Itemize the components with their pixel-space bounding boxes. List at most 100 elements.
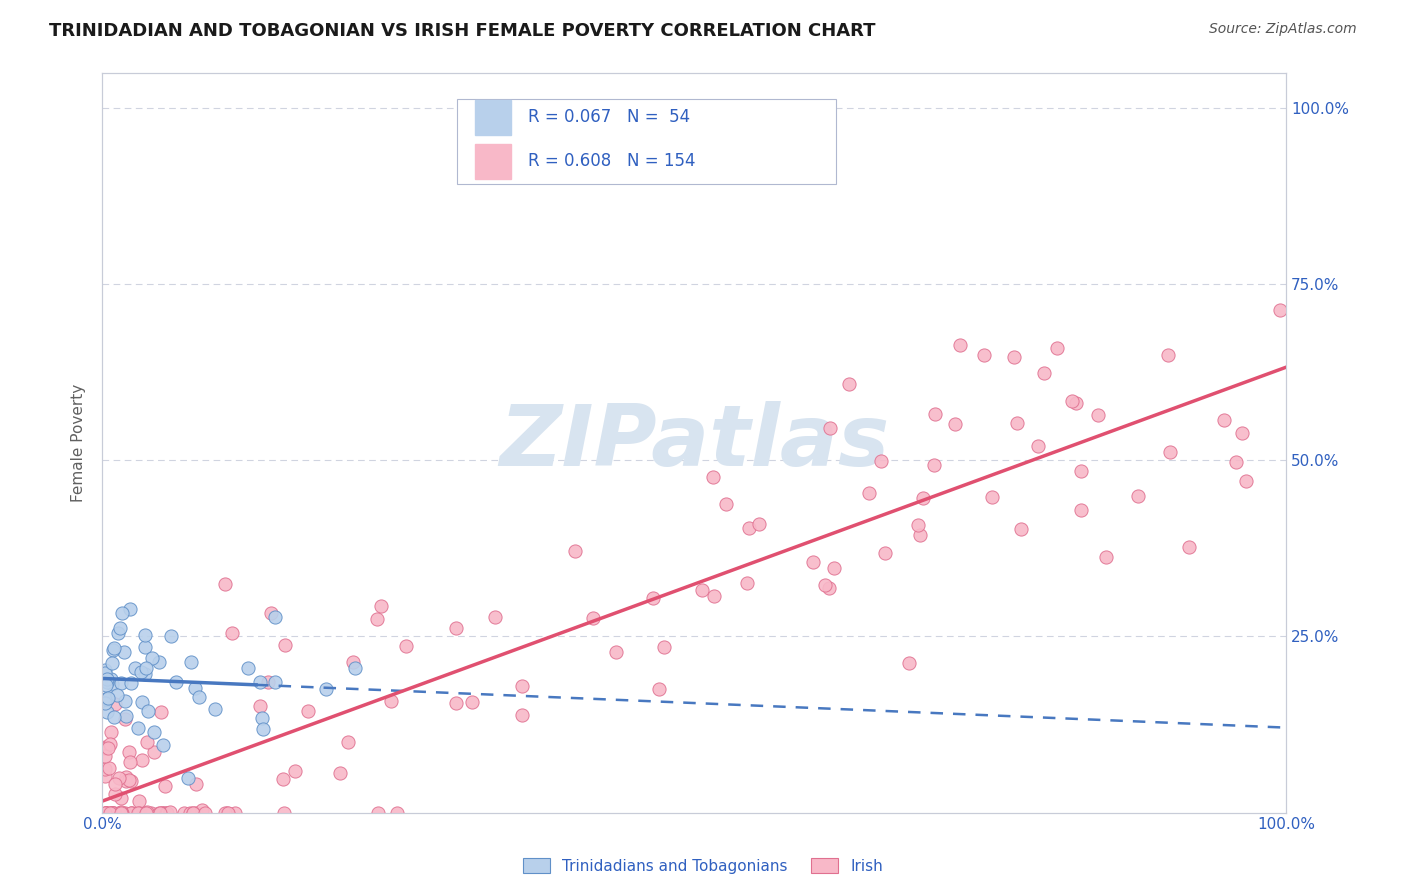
Point [647, 681, 669, 696]
Point [94, 805, 117, 820]
Point [139, 805, 162, 820]
Point [184, 681, 207, 696]
Point [820, 421, 842, 435]
Point [1002, 351, 1025, 365]
Point [104, 777, 127, 791]
Point [94, 805, 117, 820]
Point [110, 790, 132, 805]
Point [803, 555, 825, 569]
Point [582, 611, 605, 625]
Text: R = 0.067   N =  54: R = 0.067 N = 54 [529, 108, 690, 126]
Point [343, 661, 366, 675]
Point [181, 805, 204, 820]
Point [117, 745, 139, 759]
Point [150, 805, 173, 820]
Point [93, 696, 115, 710]
Point [394, 640, 416, 654]
Point [149, 705, 172, 719]
Text: ZIPatlas: ZIPatlas [499, 401, 889, 484]
Point [180, 655, 202, 669]
Point [702, 589, 724, 603]
Point [100, 805, 122, 820]
Point [214, 805, 236, 820]
Point [115, 709, 138, 723]
Legend: Trinidadians and Tobagonians, Irish: Trinidadians and Tobagonians, Irish [516, 852, 890, 880]
Point [96, 705, 118, 719]
Point [159, 805, 181, 819]
Point [100, 725, 122, 739]
Point [748, 516, 770, 531]
Point [120, 805, 142, 820]
Point [96, 692, 118, 706]
Point [128, 805, 150, 820]
Point [148, 655, 170, 669]
Point [111, 606, 134, 620]
Point [461, 695, 484, 709]
Point [101, 677, 124, 691]
Point [980, 490, 1002, 504]
Point [329, 765, 352, 780]
Point [101, 805, 124, 820]
Point [149, 805, 172, 820]
Point [93, 741, 115, 756]
Point [692, 582, 714, 597]
Point [110, 805, 132, 819]
Point [136, 805, 159, 820]
Point [924, 458, 946, 472]
Point [973, 348, 995, 362]
Point [136, 704, 159, 718]
Point [108, 771, 131, 785]
Point [156, 805, 179, 820]
Point [263, 674, 285, 689]
Point [124, 661, 146, 675]
Point [238, 661, 260, 675]
Point [224, 805, 246, 820]
Point [96, 672, 118, 686]
Point [873, 546, 896, 560]
Point [136, 735, 159, 749]
Point [103, 643, 125, 657]
Point [153, 779, 176, 793]
Point [217, 805, 239, 820]
Point [342, 655, 364, 669]
Point [104, 698, 127, 712]
Point [159, 629, 181, 643]
Point [221, 625, 243, 640]
Point [135, 805, 157, 820]
Point [103, 640, 125, 655]
Point [107, 626, 129, 640]
Point [93, 749, 115, 764]
Point [120, 676, 142, 690]
Point [260, 606, 283, 620]
Point [184, 777, 207, 791]
Point [366, 612, 388, 626]
Point [115, 770, 138, 784]
Point [908, 527, 931, 541]
Point [101, 656, 124, 670]
Point [367, 805, 389, 820]
Point [1087, 408, 1109, 422]
Point [97, 740, 120, 755]
Point [115, 773, 138, 788]
Point [128, 794, 150, 808]
Point [444, 696, 467, 710]
Text: R = 0.608   N = 154: R = 0.608 N = 154 [529, 153, 696, 170]
Point [1270, 302, 1292, 317]
Point [1026, 439, 1049, 453]
Point [214, 577, 236, 591]
Point [190, 803, 212, 817]
Point [127, 805, 149, 820]
Point [838, 377, 860, 392]
Y-axis label: Female Poverty: Female Poverty [72, 384, 86, 502]
Point [93, 762, 115, 776]
Text: Source: ZipAtlas.com: Source: ZipAtlas.com [1209, 22, 1357, 37]
Point [315, 681, 337, 696]
Point [1126, 489, 1149, 503]
Point [100, 672, 122, 686]
Point [108, 805, 131, 820]
Point [173, 805, 195, 820]
Point [735, 576, 758, 591]
Point [1178, 541, 1201, 555]
Point [380, 694, 402, 708]
Point [118, 601, 141, 615]
